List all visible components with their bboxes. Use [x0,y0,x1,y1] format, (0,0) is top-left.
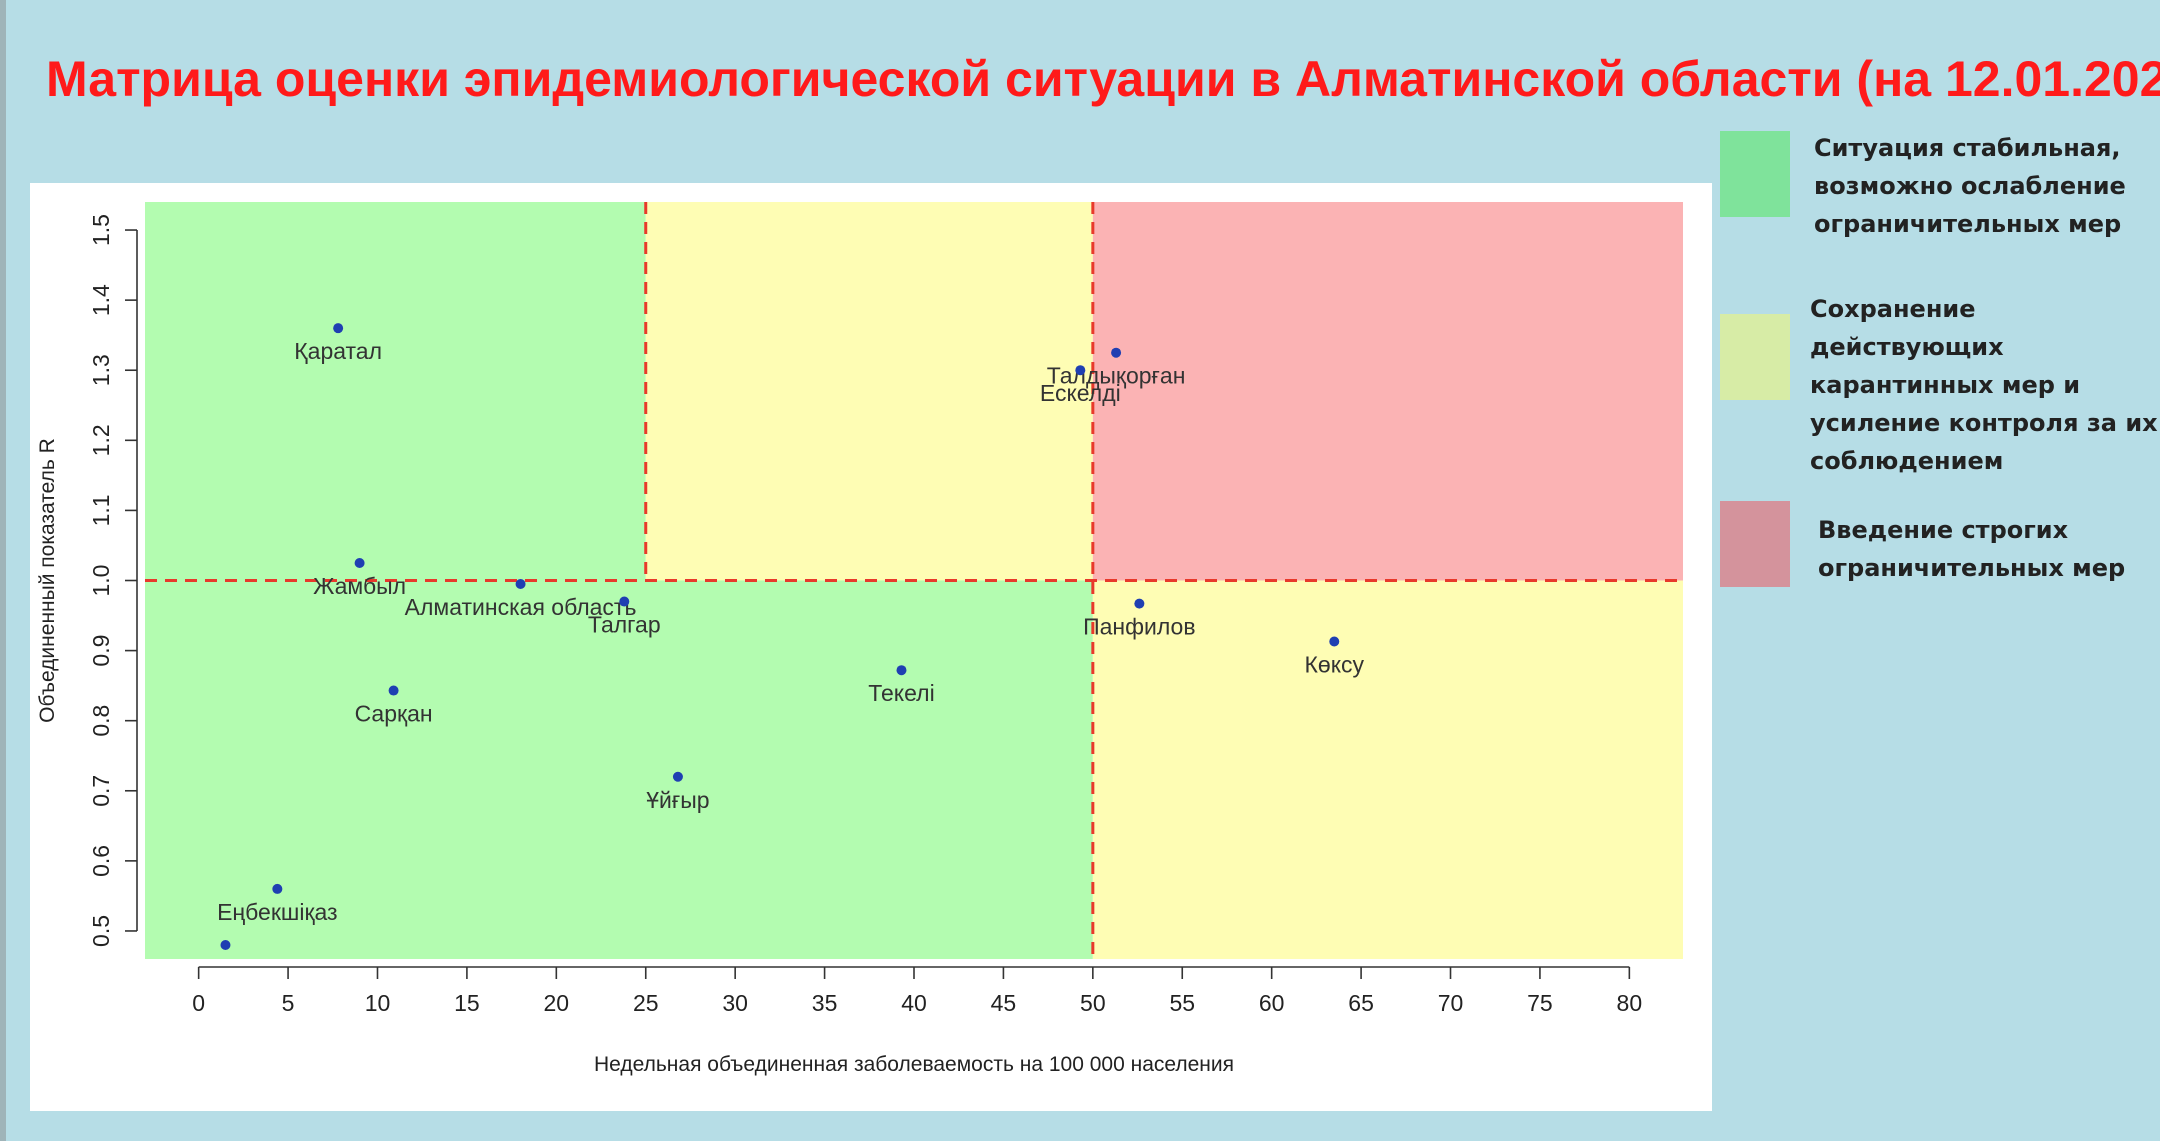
x-tick-label: 45 [991,990,1017,1016]
data-point [619,596,630,607]
data-point [1134,598,1145,609]
y-tick-label: 1.0 [88,565,114,597]
point-label: Көксу [1305,651,1365,677]
legend-swatch-yellow [1720,314,1790,400]
y-tick-label: 1.3 [88,354,114,386]
zone-green-top-left [145,202,646,581]
x-tick-label: 55 [1169,990,1195,1016]
x-tick-label: 5 [282,990,295,1016]
page-title: Матрица оценки эпидемиологической ситуац… [46,51,2160,107]
x-tick-label: 10 [365,990,391,1016]
data-point [515,579,526,590]
y-tick-label: 0.6 [88,845,114,877]
data-point [1111,347,1122,358]
data-point [1329,636,1340,647]
zone-yellow-bottom-right [1092,580,1683,959]
point-label: Талгар [588,612,661,638]
x-tick-label: 50 [1080,990,1106,1016]
point-label: Ескелді [1040,380,1121,406]
x-tick-label: 30 [722,990,748,1016]
data-point [896,665,907,676]
x-tick-label: 35 [812,990,838,1016]
point-label: Текелі [868,680,934,706]
left-border-strip [0,0,6,1141]
x-tick-label: 15 [454,990,480,1016]
data-point [272,883,283,894]
legend-swatch-green [1720,131,1790,217]
y-tick-label: 1.2 [88,424,114,456]
point-label: Қаратал [294,338,382,364]
point-label: Сарқан [355,701,433,727]
y-tick-label: 1.4 [88,284,114,316]
y-tick-label: 0.8 [88,705,114,737]
data-point [220,939,231,950]
y-tick-label: 0.5 [88,915,114,947]
x-tick-label: 60 [1259,990,1285,1016]
zone-green-bottom-left [145,580,1093,959]
legend-text-red: Введение строгих ограничительных мер [1818,516,2126,582]
legend-text-green: Ситуация стабильная, возможно ослабление… [1814,134,2126,238]
x-axis-title: Недельная объединенная заболеваемость на… [594,1053,1234,1076]
point-label: Панфилов [1083,614,1195,640]
x-tick-label: 20 [544,990,570,1016]
data-point [388,685,399,696]
data-point [1075,365,1086,376]
legend-text-yellow: Сохранение действующих карантинных мер и… [1810,295,2158,475]
zone-red-top-right [1092,202,1683,581]
x-tick-label: 70 [1438,990,1464,1016]
x-tick-label: 40 [901,990,927,1016]
zone-yellow-top-middle [645,202,1093,581]
x-tick-label: 80 [1617,990,1643,1016]
point-label: Ұйғыр [646,787,709,813]
x-tick-label: 0 [192,990,205,1016]
data-point [354,557,365,568]
point-label: Жамбыл [313,573,406,599]
x-tick-label: 65 [1348,990,1374,1016]
y-tick-label: 0.7 [88,775,114,807]
y-axis-title: Объединенный показатель R [36,438,59,723]
point-label: Алматинская область [405,594,637,620]
legend-swatch-red [1720,501,1790,587]
y-tick-label: 1.5 [88,214,114,246]
y-tick-label: 1.1 [88,494,114,526]
scatter-chart: 0 5 10 15 20 25 30 35 40 45 50 55 60 65 70 75 80 0.5 0.6 0.… [36,202,1683,1076]
point-label: Еңбекшіқаз [217,899,338,925]
data-point [672,771,683,782]
data-point [333,323,344,334]
x-tick-label: 75 [1527,990,1553,1016]
y-tick-label: 0.9 [88,635,114,667]
chart-panel: 0 5 10 15 20 25 30 35 40 45 50 55 60 65 70 75 80 0.5 0.6 0.… [30,183,1712,1111]
x-tick-label: 25 [633,990,659,1016]
point-label: Талдықорған [1047,363,1186,389]
